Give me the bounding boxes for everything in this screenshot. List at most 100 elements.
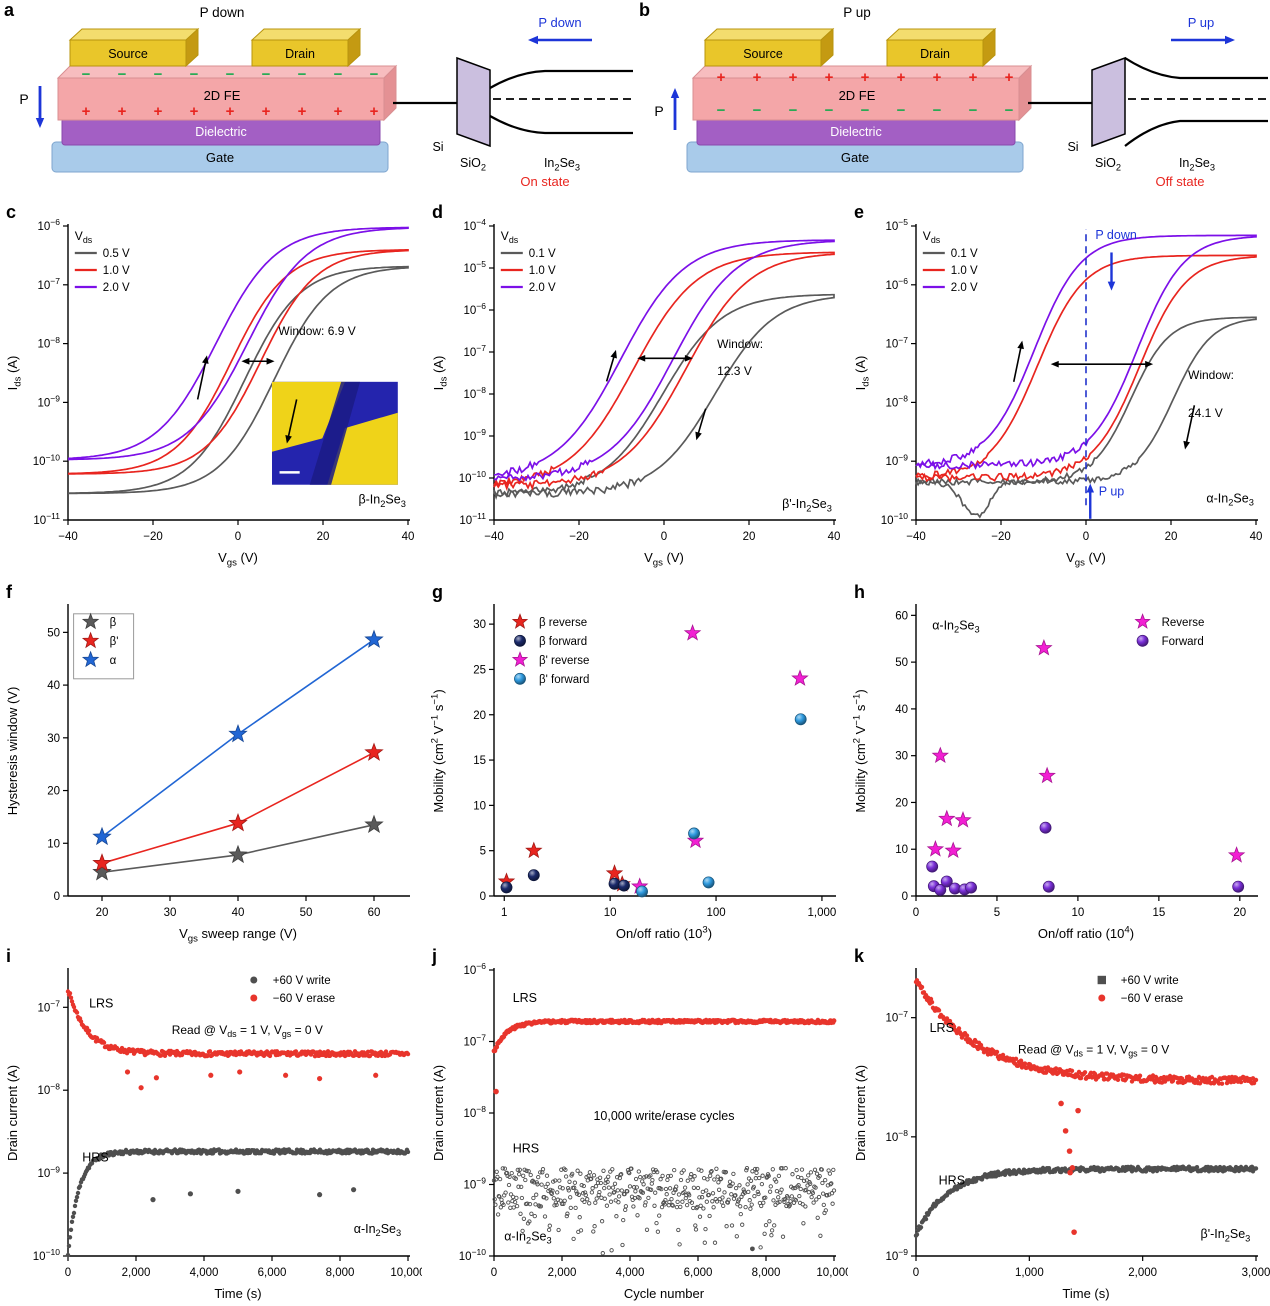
svg-text:β'-In2Se3: β'-In2Se3	[782, 497, 832, 513]
svg-text:1,000: 1,000	[1015, 1267, 1044, 1279]
svg-text:10,000 write/erase cycles: 10,000 write/erase cycles	[593, 1109, 734, 1123]
svg-text:10−7: 10−7	[886, 335, 909, 351]
svg-text:Mobility (cm2 V−1 s−1): Mobility (cm2 V−1 s−1)	[852, 689, 868, 812]
svg-text:+: +	[861, 69, 870, 86]
svg-text:12.3 V: 12.3 V	[717, 364, 752, 378]
svg-text:5: 5	[994, 907, 1000, 919]
svg-text:−: −	[1005, 102, 1014, 119]
svg-text:30: 30	[895, 751, 908, 763]
svg-text:−: −	[190, 66, 199, 83]
svg-text:−: −	[897, 102, 906, 119]
svg-text:HRS: HRS	[513, 1141, 539, 1155]
svg-text:Gate: Gate	[841, 150, 869, 165]
svg-text:Vds: Vds	[923, 229, 941, 245]
svg-text:10: 10	[604, 907, 617, 919]
svg-text:50: 50	[300, 907, 313, 919]
svg-text:+: +	[753, 69, 762, 86]
panel-label-k: k	[854, 946, 865, 966]
svg-text:On/off ratio (103): On/off ratio (103)	[616, 925, 712, 941]
svg-text:10−11: 10−11	[459, 511, 486, 527]
svg-text:0: 0	[235, 531, 241, 543]
svg-text:Source: Source	[108, 47, 148, 61]
svg-text:Drain: Drain	[285, 47, 315, 61]
panel-d: d −40 −20 0 20 40 10−11 10−10 10−9 10−8 10−7 10−6 1…	[428, 202, 848, 570]
svg-text:10−4: 10−4	[464, 217, 487, 233]
svg-text:+: +	[334, 103, 343, 120]
svg-text:0.5 V: 0.5 V	[103, 248, 130, 260]
panel-label-j: j	[432, 946, 438, 966]
svg-text:−: −	[370, 66, 379, 83]
panel-j: j 0 2,000 4,000 6,000 8,000 10,000 10−10 10−9 10…	[428, 946, 852, 1306]
svg-text:10−10: 10−10	[33, 1247, 60, 1263]
svg-text:β forward: β forward	[539, 636, 587, 648]
panel-label-i: i	[6, 946, 12, 966]
svg-text:+: +	[825, 69, 834, 86]
svg-text:+: +	[262, 103, 271, 120]
svg-text:0.1 V: 0.1 V	[529, 248, 556, 260]
svg-text:10−5: 10−5	[886, 217, 909, 233]
svg-text:−20: −20	[991, 531, 1011, 543]
svg-text:50: 50	[895, 657, 908, 669]
chart-retention-alpha: 0 2,000 4,000 6,000 8,000 10,000 10−10 10−9 10−8…	[2, 946, 426, 1306]
svg-text:10−9: 10−9	[38, 1164, 61, 1180]
svg-text:Read @ Vds = 1 V, Vgs = 0 V: Read @ Vds = 1 V, Vgs = 0 V	[172, 1023, 323, 1039]
svg-text:40: 40	[828, 531, 841, 543]
chart-retention-beta-prime: 0 1,000 2,000 3,000 10−9 10−8 10−7 Time (s) Drai…	[850, 946, 1270, 1306]
svg-text:10−8: 10−8	[38, 335, 61, 351]
panel-i: i 0 2,000 4,000 6,000 8,000 10,000 10−10 10−9 10…	[2, 946, 426, 1306]
svg-text:20: 20	[1233, 907, 1246, 919]
svg-text:10−10: 10−10	[459, 469, 486, 485]
svg-text:10: 10	[1072, 907, 1085, 919]
svg-text:P: P	[19, 91, 28, 107]
svg-text:+: +	[370, 103, 379, 120]
svg-text:Drain: Drain	[920, 47, 950, 61]
svg-text:10−7: 10−7	[38, 276, 61, 292]
svg-text:Read @ Vds = 1 V, Vgs = 0 V: Read @ Vds = 1 V, Vgs = 0 V	[1018, 1042, 1169, 1058]
svg-text:15: 15	[473, 755, 486, 767]
svg-text:4,000: 4,000	[190, 1267, 219, 1279]
svg-text:Ids (A): Ids (A)	[5, 356, 23, 391]
svg-text:2.0 V: 2.0 V	[529, 282, 556, 294]
svg-text:10,000: 10,000	[816, 1267, 848, 1279]
svg-text:P up: P up	[1188, 15, 1215, 30]
svg-text:−60 V erase: −60 V erase	[1121, 993, 1183, 1005]
svg-text:−: −	[825, 102, 834, 119]
svg-text:2.0 V: 2.0 V	[951, 282, 978, 294]
panel-label-b: b	[639, 0, 650, 20]
svg-text:β' reverse: β' reverse	[539, 655, 589, 667]
svg-text:2D FE: 2D FE	[839, 88, 876, 103]
svg-text:10−5: 10−5	[464, 259, 487, 275]
svg-text:30: 30	[473, 619, 486, 631]
panel-f: f 20 30 40 50 60 0 10 20 30 40 50 Vgs sweep range (…	[2, 582, 422, 946]
svg-text:10−6: 10−6	[38, 217, 61, 233]
svg-text:LRS: LRS	[513, 991, 537, 1005]
svg-text:β: β	[110, 617, 117, 629]
svg-text:2,000: 2,000	[548, 1267, 577, 1279]
panel-label-g: g	[432, 582, 443, 602]
svg-text:10−6: 10−6	[886, 276, 909, 292]
svg-text:Dielectric: Dielectric	[830, 125, 881, 139]
svg-text:−: −	[226, 66, 235, 83]
chart-mobility-alpha: 0 5 10 15 20 0 10 20 30 40 50 60 On/off ratio (104) M…	[850, 582, 1270, 946]
svg-text:0: 0	[913, 1267, 919, 1279]
panel-g: g 1 10 100 1,000 0 5 10 15 20 25 30 On/off ratio (1…	[428, 582, 848, 946]
svg-text:20: 20	[743, 531, 756, 543]
chart-mobility-beta: 1 10 100 1,000 0 5 10 15 20 25 30 On/off ratio (103…	[428, 582, 848, 946]
svg-text:+: +	[154, 103, 163, 120]
svg-text:−: −	[933, 102, 942, 119]
svg-text:In2Se3: In2Se3	[544, 156, 580, 172]
svg-text:0: 0	[913, 907, 919, 919]
svg-text:Hysteresis window (V): Hysteresis window (V)	[5, 687, 20, 816]
chart-hysteresis-window: 20 30 40 50 60 0 10 20 30 40 50 Vgs sweep range (V)…	[2, 582, 422, 946]
svg-text:10: 10	[47, 838, 60, 850]
svg-text:Si: Si	[432, 140, 443, 154]
svg-text:−: −	[262, 66, 271, 83]
svg-text:Drain current (A): Drain current (A)	[853, 1065, 868, 1161]
svg-text:In2Se3: In2Se3	[1179, 156, 1215, 172]
svg-text:P up: P up	[1099, 484, 1125, 498]
panel-c: c −40 −20 0 20 40 10−11 10−10 10−9 10−8 10−7 10−6 V…	[2, 202, 422, 570]
svg-text:0: 0	[65, 1267, 71, 1279]
svg-text:30: 30	[164, 907, 177, 919]
svg-text:+60 V write: +60 V write	[1121, 975, 1179, 987]
